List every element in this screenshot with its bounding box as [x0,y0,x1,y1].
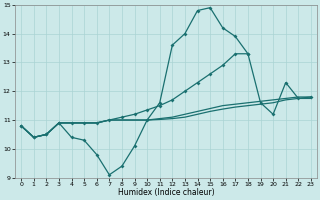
X-axis label: Humidex (Indice chaleur): Humidex (Indice chaleur) [118,188,214,197]
